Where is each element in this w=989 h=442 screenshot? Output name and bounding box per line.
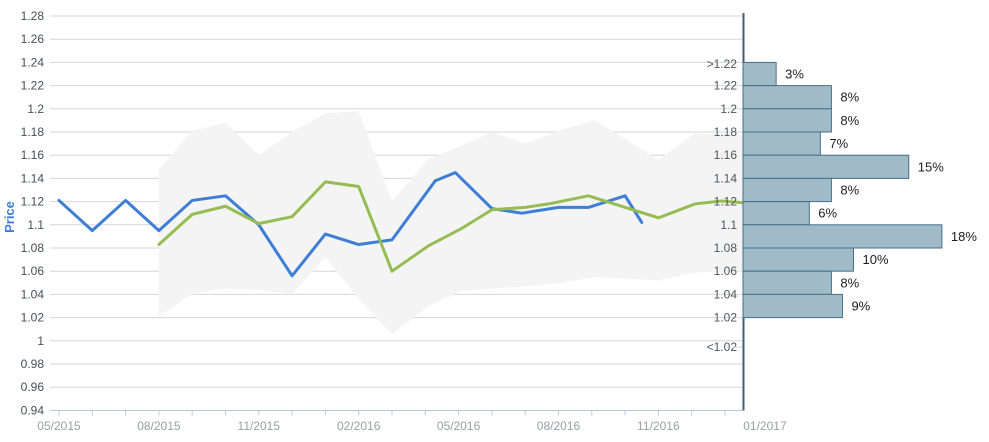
x-tick-label: 02/2016 [337, 419, 381, 433]
y-tick-label: 1.22 [21, 79, 45, 93]
histogram-bar-label: 7% [829, 136, 848, 151]
histogram-bar [742, 108, 832, 133]
histogram-bin-label: 1.14 [714, 171, 738, 185]
x-tick-label: 05/2016 [437, 419, 481, 433]
histogram-bar [742, 293, 843, 319]
histogram-bin-label: 1.02 [714, 311, 738, 325]
price-history-line [57, 171, 644, 278]
histogram-bin-label: 1.12 [714, 195, 738, 209]
y-tick-label: 1.26 [21, 32, 45, 46]
y-tick-label: 1.16 [21, 148, 45, 162]
histogram-bin-label: 1.1 [720, 218, 737, 232]
y-tick-label: 1.06 [21, 264, 45, 278]
forecast-trend-line [157, 180, 745, 273]
histogram-bar-label: 15% [918, 159, 944, 174]
histogram-bin-label: <1.02 [707, 340, 738, 354]
y-tick-label: 0.98 [21, 357, 45, 371]
y-tick-label: 1.14 [21, 171, 45, 185]
histogram-bar [742, 177, 832, 203]
y-tick-label: 1.2 [27, 102, 44, 116]
x-tick-label: 01/2017 [743, 419, 787, 433]
histogram-bar [742, 201, 810, 226]
histogram-bar [742, 85, 832, 110]
y-tick-label: 1 [37, 334, 44, 348]
histogram-bin-label: 1.04 [714, 287, 738, 301]
y-tick-label: 0.94 [21, 403, 45, 417]
histogram-bar-label: 8% [840, 90, 859, 105]
histogram-bar-label: 9% [851, 299, 870, 314]
histogram-bin-label: 1.22 [714, 79, 738, 93]
histogram-bin-label: 1.06 [714, 264, 738, 278]
histogram-bin-label: 1.08 [714, 241, 738, 255]
histogram-bar-label: 3% [785, 67, 804, 82]
histogram-bar-label: 8% [840, 275, 859, 290]
histogram-bar [742, 131, 821, 156]
forecast-range-band [158, 111, 744, 334]
histogram-bar [742, 224, 943, 249]
y-tick-label: 1.12 [21, 195, 45, 209]
y-tick-label: 1.02 [21, 311, 45, 325]
x-tick-label: 08/2016 [537, 419, 581, 433]
histogram-bar [742, 270, 832, 295]
histogram-bar [742, 247, 854, 272]
x-tick-label: 08/2015 [137, 419, 181, 433]
histogram-bar [742, 61, 777, 87]
histogram-bin-label: >1.22 [707, 57, 738, 71]
y-axis-title: Price [2, 201, 17, 233]
histogram-bar-label: 10% [863, 252, 889, 267]
histogram-bar-label: 6% [818, 206, 837, 221]
x-tick-label: 11/2015 [238, 419, 281, 433]
histogram-bar-label: 18% [951, 229, 977, 244]
histogram-bin-label: 1.18 [714, 125, 738, 139]
y-tick-label: 1.24 [21, 55, 45, 69]
y-tick-label: 1.04 [21, 287, 45, 301]
histogram-bar-label: 8% [840, 113, 859, 128]
y-tick-label: 1.18 [21, 125, 45, 139]
y-tick-label: 1.28 [21, 9, 45, 23]
histogram-bin-label: 1.2 [720, 102, 737, 116]
y-tick-label: 0.96 [21, 380, 45, 394]
y-tick-label: 1.1 [27, 218, 44, 232]
x-tick-label: 05/2015 [37, 419, 81, 433]
histogram-bar [742, 154, 910, 179]
y-tick-label: 1.08 [21, 241, 45, 255]
x-tick-label: 11/2016 [637, 419, 680, 433]
histogram-bin-label: 1.16 [714, 148, 738, 162]
histogram-bar-label: 8% [840, 183, 859, 198]
